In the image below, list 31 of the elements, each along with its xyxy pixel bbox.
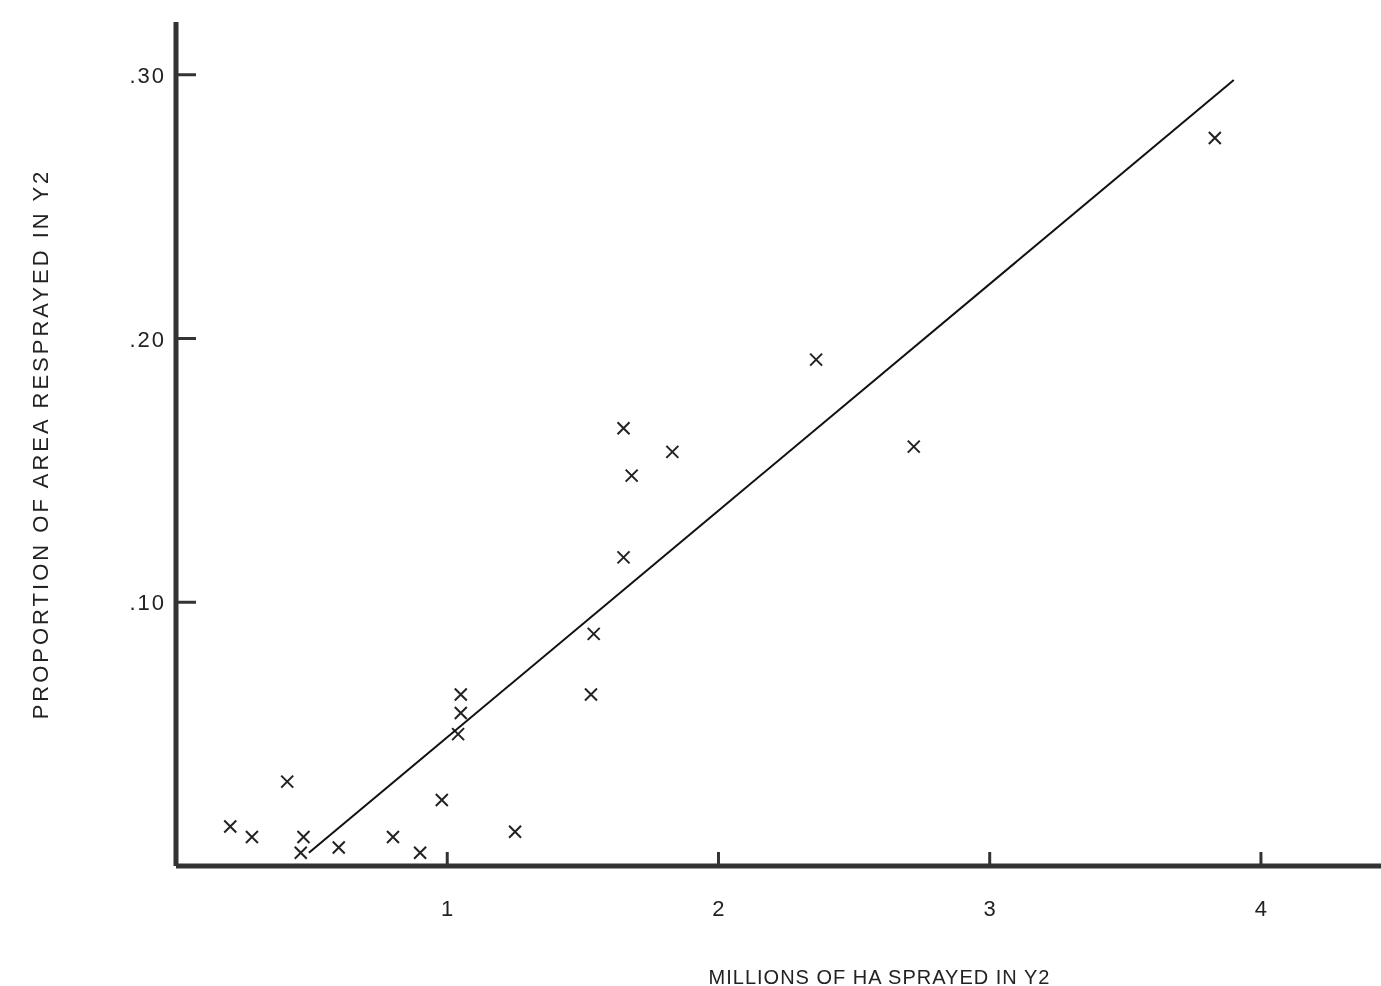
point <box>624 468 639 483</box>
point <box>906 439 921 454</box>
point <box>508 824 523 839</box>
x-tick-label: 2 <box>712 896 725 921</box>
y-axis-title: PROPORTION OF AREA RESPRAYED IN Y2 <box>28 168 53 720</box>
x-tick-label: 3 <box>983 896 996 921</box>
point <box>616 550 631 565</box>
point <box>586 626 601 641</box>
point <box>385 829 400 844</box>
point <box>296 829 311 844</box>
point <box>665 444 680 459</box>
point <box>413 845 428 860</box>
x-axis-title: MILLIONS OF HA SPRAYED IN Y2 <box>708 966 1051 986</box>
y-tick-label: .10 <box>129 590 166 616</box>
point <box>434 793 449 808</box>
point <box>331 840 346 855</box>
y-tick-label: .20 <box>129 326 166 352</box>
point <box>223 819 238 834</box>
point <box>280 774 295 789</box>
point <box>453 706 468 721</box>
x-tick-label: 4 <box>1254 896 1268 921</box>
y-tick-label: .30 <box>129 62 166 88</box>
point <box>583 687 598 702</box>
x-tick-label: 1 <box>441 896 454 921</box>
point <box>244 829 259 844</box>
point <box>293 845 308 860</box>
point <box>1207 131 1222 146</box>
point <box>616 421 631 436</box>
point <box>453 687 468 702</box>
point <box>809 352 824 367</box>
point <box>451 727 466 742</box>
